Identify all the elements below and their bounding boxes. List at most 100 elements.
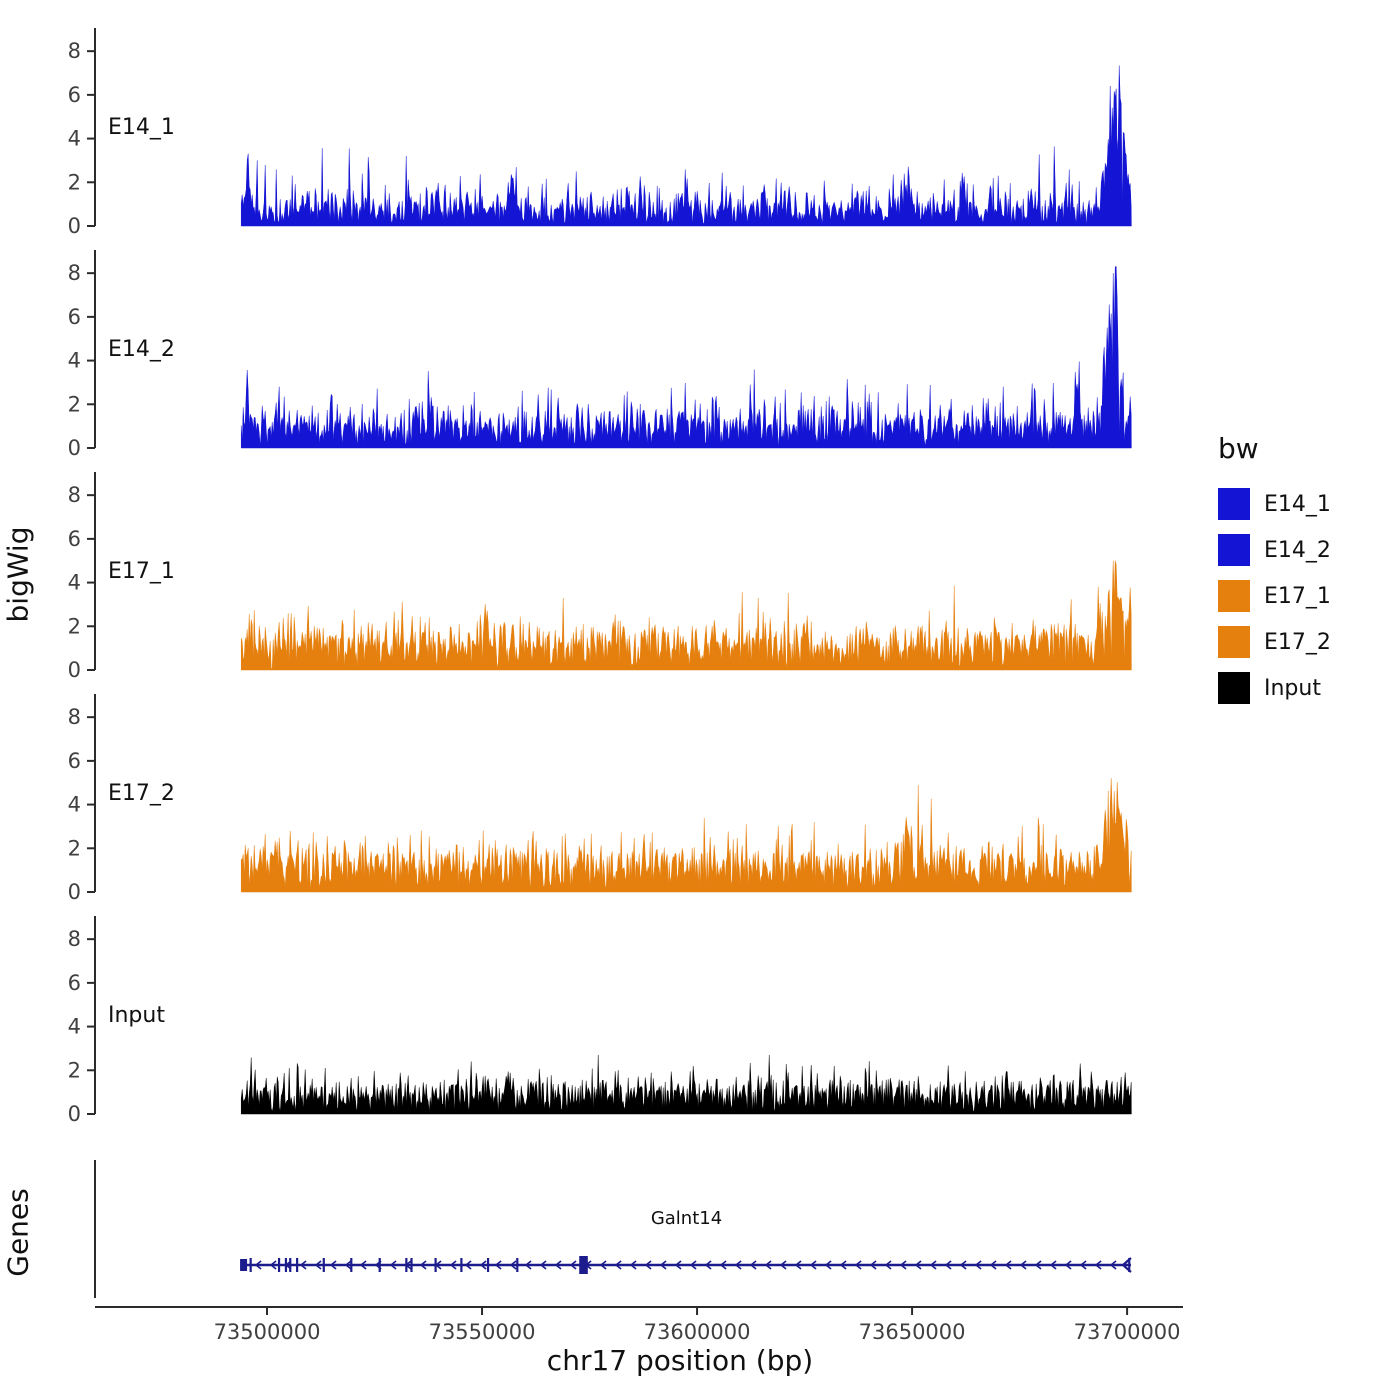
legend-entry-label: Input bbox=[1264, 675, 1321, 701]
strand-arrow-icon bbox=[704, 1260, 712, 1270]
track-E14_2: 0 2 4 6 8 E14_2 bbox=[68, 250, 1132, 460]
legend-swatch-icon bbox=[1218, 488, 1250, 520]
strand-arrow-icon bbox=[659, 1260, 667, 1270]
legend-swatch-icon bbox=[1218, 580, 1250, 612]
coverage-area-E14_2 bbox=[240, 266, 1132, 449]
y-tick-label: 0 bbox=[68, 436, 81, 460]
strand-arrow-icon bbox=[809, 1260, 817, 1270]
strand-arrow-icon bbox=[644, 1260, 652, 1270]
strand-arrow-icon bbox=[689, 1260, 697, 1270]
strand-arrow-icon bbox=[794, 1260, 802, 1270]
y-tick-label: 4 bbox=[68, 349, 81, 373]
y-tick-label: 4 bbox=[68, 1015, 81, 1039]
y-tick-label: 2 bbox=[68, 614, 81, 638]
track-label: E14_1 bbox=[108, 115, 175, 140]
legend-entry: Input bbox=[1218, 665, 1388, 711]
y-tick-label: 6 bbox=[68, 971, 81, 995]
strand-arrow-icon bbox=[314, 1260, 322, 1270]
y-tick-label: 2 bbox=[68, 836, 81, 860]
strand-arrow-icon bbox=[359, 1260, 367, 1270]
x-tick-label: 73650000 bbox=[859, 1320, 966, 1344]
strand-arrow-icon bbox=[869, 1260, 877, 1270]
legend-entry-label: E17_1 bbox=[1264, 583, 1331, 609]
track-label: E17_1 bbox=[108, 559, 175, 584]
strand-arrow-icon bbox=[1019, 1260, 1027, 1270]
gene-end-arrow-icon bbox=[1121, 1257, 1132, 1273]
strand-arrow-icon bbox=[899, 1260, 907, 1270]
strand-arrow-icon bbox=[254, 1260, 262, 1270]
gene-start-box bbox=[240, 1259, 248, 1271]
y-tick-label: 6 bbox=[68, 305, 81, 329]
strand-arrow-icon bbox=[839, 1260, 847, 1270]
strand-arrow-icon bbox=[629, 1260, 637, 1270]
x-tick-label: 73600000 bbox=[644, 1320, 751, 1344]
exon-box bbox=[579, 1256, 588, 1274]
y-tick-label: 4 bbox=[68, 127, 81, 151]
strand-arrow-icon bbox=[1064, 1260, 1072, 1270]
strand-arrow-icon bbox=[539, 1260, 547, 1270]
legend-entry-label: E14_2 bbox=[1264, 537, 1331, 563]
y-tick-label: 2 bbox=[68, 170, 81, 194]
strand-arrow-icon bbox=[614, 1260, 622, 1270]
track-Input: 0 2 4 6 8 Input bbox=[68, 916, 1132, 1126]
y-tick-label: 8 bbox=[68, 261, 81, 285]
legend-swatch-icon bbox=[1218, 626, 1250, 658]
coverage-area-E17_1 bbox=[240, 560, 1132, 671]
track-label: E14_2 bbox=[108, 337, 175, 362]
strand-arrow-icon bbox=[524, 1260, 532, 1270]
y-tick-label: 6 bbox=[68, 83, 81, 107]
strand-arrow-icon bbox=[719, 1260, 727, 1270]
strand-arrow-icon bbox=[554, 1260, 562, 1270]
y-tick-label: 8 bbox=[68, 705, 81, 729]
legend-entry: E14_1 bbox=[1218, 481, 1388, 527]
strand-arrow-icon bbox=[884, 1260, 892, 1270]
strand-arrow-icon bbox=[449, 1260, 457, 1270]
legend-entry: E14_2 bbox=[1218, 527, 1388, 573]
strand-arrow-icon bbox=[269, 1260, 277, 1270]
legend-swatch-icon bbox=[1218, 534, 1250, 566]
strand-arrow-icon bbox=[1079, 1260, 1087, 1270]
genes-track: Galnt14 bbox=[94, 1160, 1132, 1298]
track-E14_1: 0 2 4 6 8 E14_1 bbox=[68, 28, 1132, 238]
x-axis: 73500000 73550000 73600000 73650000 73700000 bbox=[95, 1306, 1183, 1344]
strand-arrow-icon bbox=[749, 1260, 757, 1270]
strand-arrow-icon bbox=[599, 1260, 607, 1270]
coverage-area-Input bbox=[240, 1054, 1132, 1115]
y-tick-label: 2 bbox=[68, 1058, 81, 1082]
y-tick-label: 6 bbox=[68, 749, 81, 773]
legend-swatch-icon bbox=[1218, 672, 1250, 704]
strand-arrow-icon bbox=[824, 1260, 832, 1270]
y-tick-label: 0 bbox=[68, 658, 81, 682]
gene-name-label: Galnt14 bbox=[651, 1208, 722, 1229]
strand-arrow-icon bbox=[929, 1260, 937, 1270]
strand-arrow-icon bbox=[464, 1260, 472, 1270]
legend-entry: E17_1 bbox=[1218, 573, 1388, 619]
y-tick-label: 8 bbox=[68, 39, 81, 63]
legend: bw E14_1 E14_2 E17_1 E17_2 Input bbox=[1218, 432, 1388, 711]
coverage-area-E17_2 bbox=[240, 778, 1132, 893]
legend-entries: E14_1 E14_2 E17_1 E17_2 Input bbox=[1218, 481, 1388, 711]
strand-arrow-icon bbox=[734, 1260, 742, 1270]
y-tick-label: 0 bbox=[68, 1102, 81, 1126]
strand-arrow-icon bbox=[1094, 1260, 1102, 1270]
strand-arrow-icon bbox=[389, 1260, 397, 1270]
legend-title: bw bbox=[1218, 432, 1259, 465]
strand-arrow-icon bbox=[1034, 1260, 1042, 1270]
x-tick-label: 73550000 bbox=[429, 1320, 536, 1344]
y-axis-title: bigWig bbox=[1, 526, 35, 623]
legend-entry: E17_2 bbox=[1218, 619, 1388, 665]
strand-arrow-icon bbox=[344, 1260, 352, 1270]
track-label: E17_2 bbox=[108, 781, 175, 806]
strand-arrow-icon bbox=[494, 1260, 502, 1270]
y-tick-label: 0 bbox=[68, 880, 81, 904]
strand-arrow-icon bbox=[299, 1260, 307, 1270]
strand-arrow-icon bbox=[479, 1260, 487, 1270]
strand-arrow-icon bbox=[914, 1260, 922, 1270]
strand-arrow-icon bbox=[854, 1260, 862, 1270]
strand-arrow-icon bbox=[974, 1260, 982, 1270]
x-axis-title: chr17 position (bp) bbox=[546, 1344, 814, 1377]
y-tick-label: 0 bbox=[68, 214, 81, 238]
coverage-area-E14_1 bbox=[240, 65, 1132, 227]
